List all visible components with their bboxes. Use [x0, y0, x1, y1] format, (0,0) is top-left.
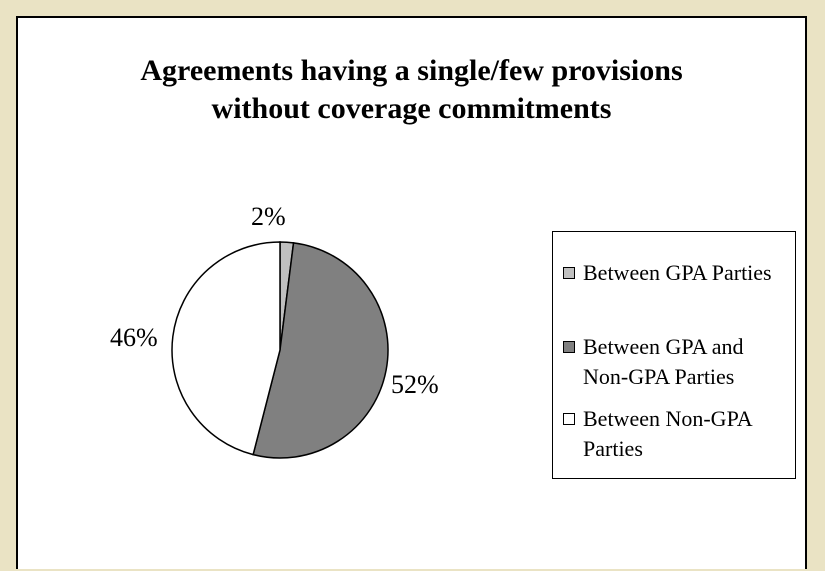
legend-label-gpa-parties: Between GPA Parties [583, 260, 772, 285]
chart-area: Agreements having a single/few provision… [16, 16, 807, 569]
pie-slice-gpa-and-non-gpa [252, 242, 389, 459]
chart-title: Agreements having a single/few provision… [18, 52, 805, 128]
pie-chart: 2% 52% 46% [110, 202, 439, 459]
data-label-gpa-parties: 2% [251, 202, 286, 231]
legend-swatch-gpa-parties [563, 267, 575, 279]
legend-swatch-gpa-and-non-gpa [563, 341, 575, 353]
legend-label-gpa-and-non-gpa-line-1: Between GPA and [583, 334, 744, 359]
data-label-non-gpa-parties: 46% [110, 323, 158, 352]
legend-label-non-gpa-parties-line-2: Parties [583, 436, 643, 461]
data-label-gpa-and-non-gpa: 52% [391, 370, 439, 399]
legend-label-gpa-and-non-gpa-line-2: Non-GPA Parties [583, 364, 735, 389]
legend-label-non-gpa-parties-line-1: Between Non-GPA [583, 406, 753, 431]
pie-slice-non-gpa-parties [171, 241, 281, 456]
legend: Between GPA Parties Between GPA and Non-… [552, 231, 796, 479]
legend-swatch-non-gpa-parties [563, 413, 575, 425]
chart-title-line-1: Agreements having a single/few provision… [140, 54, 683, 87]
pie-slices [171, 241, 389, 459]
chart-title-line-2: without coverage commitments [211, 92, 612, 125]
